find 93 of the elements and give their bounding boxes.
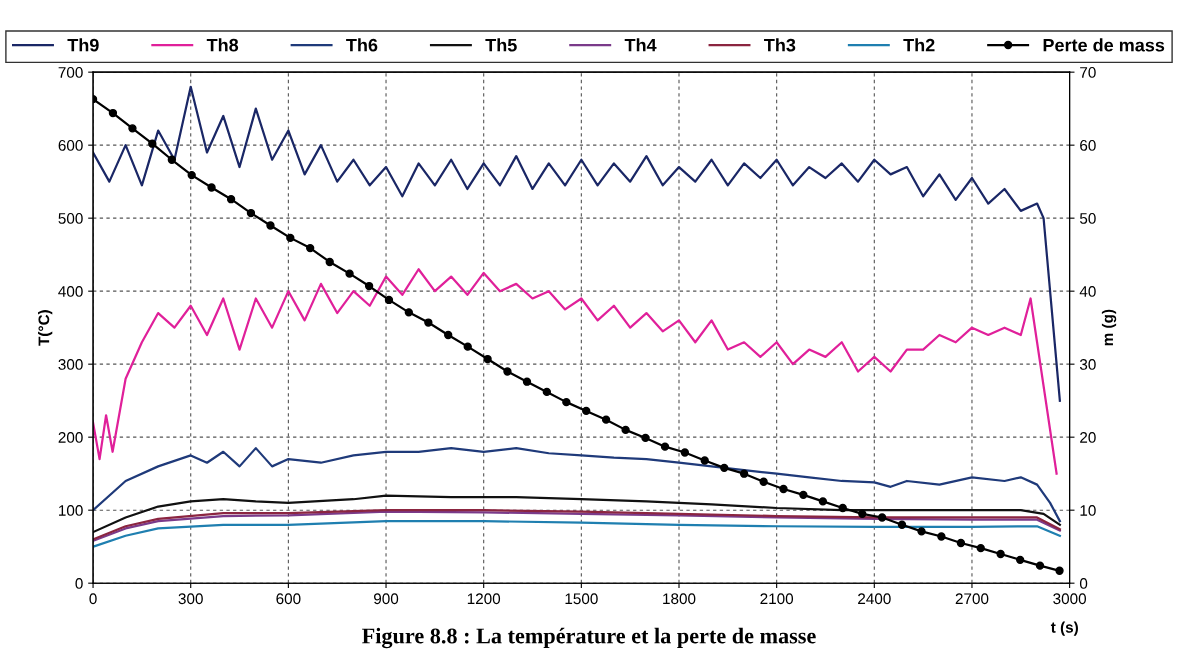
- y2-tick-label: 0: [1079, 578, 1088, 589]
- y2-axis-title: m (g): [1101, 309, 1117, 346]
- x-tick-label: 0: [89, 593, 97, 605]
- line-series: [93, 494, 1061, 534]
- point: [246, 208, 256, 218]
- point: [601, 415, 611, 424]
- line-series: [93, 85, 1061, 402]
- point: [266, 221, 275, 230]
- legend-label: Th5: [485, 38, 517, 52]
- point: [286, 233, 295, 243]
- point: [503, 367, 512, 376]
- point: [680, 448, 690, 457]
- point: [364, 281, 374, 291]
- point: [641, 433, 650, 443]
- x-tick-label: 1800: [663, 593, 696, 605]
- x-tick-label: 300: [178, 593, 203, 605]
- legend-label: Th6: [346, 38, 378, 52]
- y2-tick-label: 10: [1080, 505, 1096, 516]
- point: [444, 330, 453, 340]
- point: [463, 342, 472, 351]
- legend-label: Perte de mass: [1043, 38, 1165, 52]
- y-tick-label: 200: [58, 432, 83, 443]
- x-tick-label: 2100: [760, 593, 794, 605]
- point: [306, 243, 315, 253]
- point: [818, 497, 828, 506]
- point: [167, 155, 177, 164]
- point: [937, 532, 946, 541]
- point: [660, 442, 670, 451]
- legend-label: Th2: [903, 38, 935, 52]
- point: [838, 503, 847, 513]
- point: [108, 108, 118, 118]
- point: [325, 257, 334, 267]
- point: [345, 269, 354, 278]
- point: [956, 538, 966, 548]
- point: [917, 527, 926, 536]
- line-series: [93, 520, 1061, 548]
- point: [779, 484, 788, 494]
- point: [483, 354, 492, 364]
- point: [759, 477, 768, 486]
- point: [384, 295, 394, 305]
- point: [1055, 566, 1064, 575]
- point: [226, 195, 236, 204]
- y-tick-label: 600: [58, 140, 83, 151]
- point: [424, 318, 433, 327]
- y-tick-label: 700: [58, 67, 83, 78]
- point: [976, 543, 985, 553]
- point: [207, 183, 216, 192]
- point: [739, 469, 749, 478]
- y2-tick-label: 40: [1079, 286, 1096, 297]
- x-tick-label: 2400: [858, 593, 891, 605]
- point: [562, 397, 571, 407]
- point: [522, 377, 532, 386]
- point: [582, 406, 591, 416]
- y-tick-label: 400: [58, 286, 83, 297]
- line-series: [93, 447, 1061, 523]
- legend-label: Th8: [206, 38, 239, 52]
- legend-label: Th9: [67, 38, 99, 52]
- y2-tick-label: 50: [1079, 213, 1096, 224]
- point: [1035, 561, 1045, 570]
- point: [621, 425, 630, 435]
- point: [700, 456, 709, 465]
- y-tick-label: 300: [58, 359, 83, 370]
- y-tick-label: 500: [58, 213, 83, 224]
- y-tick-label: 100: [59, 505, 83, 516]
- point: [148, 139, 157, 148]
- point: [187, 170, 196, 180]
- caption: Figure 8.8 : La température et la perte de masse: [362, 627, 816, 649]
- y-tick-label: 0: [75, 578, 83, 589]
- point: [877, 513, 887, 522]
- y-axis-title: T(°C): [38, 310, 53, 346]
- x-tick-label: 600: [276, 593, 301, 605]
- point: [542, 387, 552, 397]
- x-tick-label: 1200: [467, 593, 501, 605]
- point: [897, 520, 907, 529]
- x-axis-title: t (s): [1050, 621, 1078, 636]
- point: [858, 509, 867, 518]
- legend-label: Th4: [624, 38, 657, 52]
- point: [720, 463, 729, 473]
- point: [996, 549, 1005, 559]
- legend-label: Th3: [764, 38, 796, 52]
- x-tick-label: 3000: [1053, 593, 1087, 605]
- y2-tick-label: 60: [1080, 140, 1096, 151]
- point: [404, 308, 413, 317]
- x-tick-label: 2700: [955, 593, 989, 605]
- point: [128, 124, 137, 133]
- x-tick-label: 1500: [565, 593, 598, 605]
- line-series: [93, 268, 1058, 475]
- point: [799, 490, 808, 500]
- x-tick-label: 900: [374, 593, 399, 605]
- point: [1015, 555, 1025, 564]
- y2-tick-label: 30: [1079, 359, 1096, 370]
- y2-tick-label: 70: [1080, 67, 1096, 78]
- y2-tick-label: 20: [1080, 432, 1096, 443]
